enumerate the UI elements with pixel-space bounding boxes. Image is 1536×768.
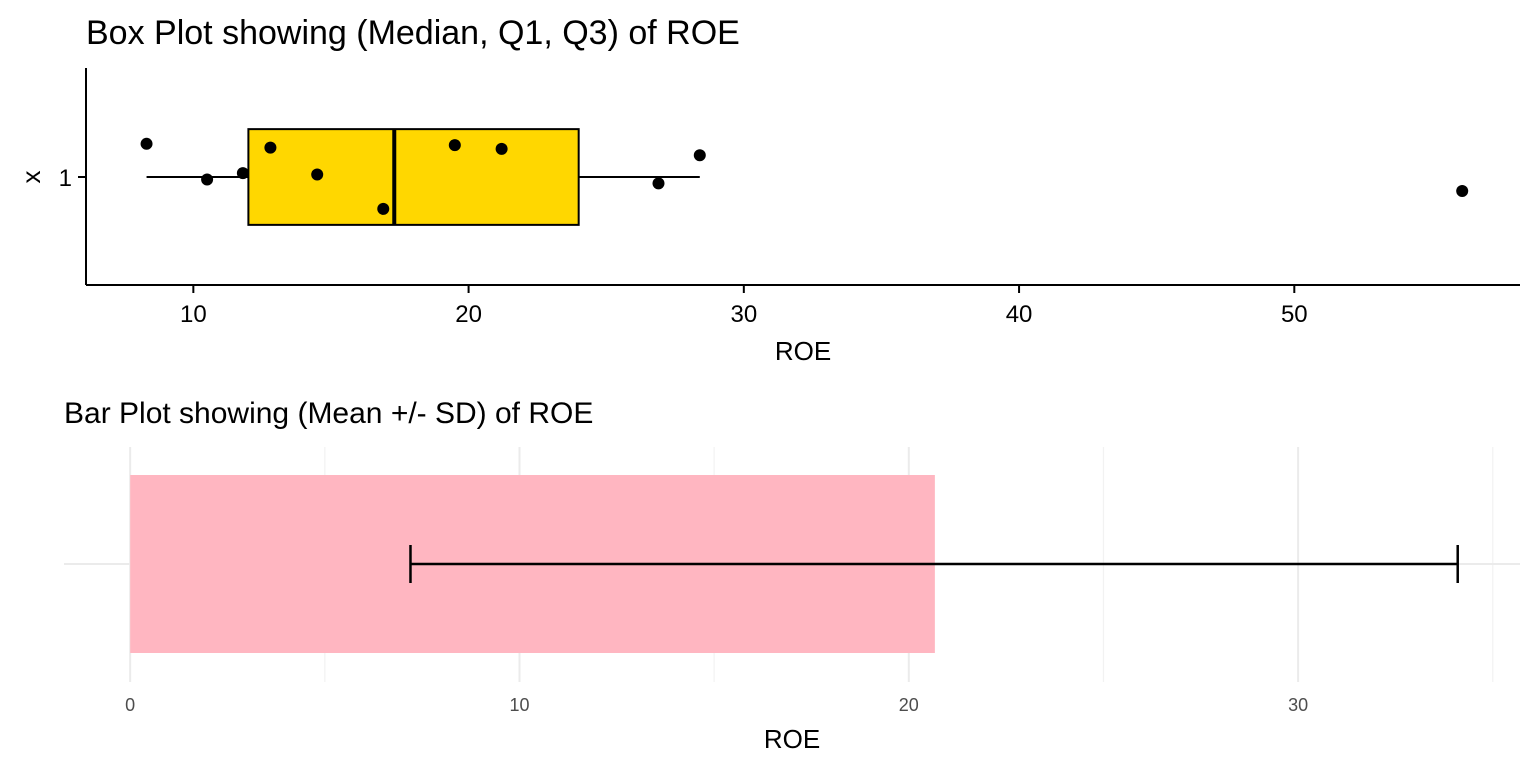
box-x-tick-label: 10 <box>180 301 207 328</box>
bar-x-ticks: 0 10 20 30 <box>125 695 1308 715</box>
data-point <box>377 202 390 215</box>
data-point <box>140 137 153 150</box>
bar-plot-panel: Bar Plot showing (Mean +/- SD) of ROE 0 1… <box>64 397 1520 754</box>
box-x-tick-label: 20 <box>455 301 482 328</box>
bar-x-axis-title: ROE <box>764 724 820 754</box>
box-plot-area <box>140 128 1469 226</box>
box-x-ticks: 10 20 30 40 50 <box>180 285 1308 328</box>
bar-x-tick-label: 10 <box>509 695 529 715</box>
box-x-axis-title: ROE <box>775 336 831 366</box>
box-x-tick-label: 30 <box>730 301 757 328</box>
box-x-tick-label: 50 <box>1281 301 1308 328</box>
box-plot-panel: Box Plot showing (Median, Q1, Q3) of ROE… <box>16 14 1520 366</box>
bar-plot-title: Bar Plot showing (Mean +/- SD) of ROE <box>64 397 593 430</box>
data-point <box>1456 185 1469 198</box>
data-point <box>448 139 461 152</box>
data-point <box>236 167 249 180</box>
data-point <box>652 177 665 190</box>
data-point <box>693 149 706 162</box>
box-iqr <box>247 128 580 226</box>
bar-x-tick-label: 30 <box>1288 695 1308 715</box>
data-point <box>264 141 277 154</box>
bar-x-tick-label: 0 <box>125 695 135 715</box>
box-x-tick-label: 40 <box>1006 301 1033 328</box>
box-y-tick-label: 1 <box>59 165 72 192</box>
box-plot-title: Box Plot showing (Median, Q1, Q3) of ROE <box>86 14 740 52</box>
bar-plot-area <box>130 475 1459 653</box>
data-point <box>495 142 508 155</box>
data-point <box>201 173 214 186</box>
box-y-axis-title: x <box>16 171 46 184</box>
data-point <box>311 168 324 181</box>
bar-x-tick-label: 20 <box>899 695 919 715</box>
